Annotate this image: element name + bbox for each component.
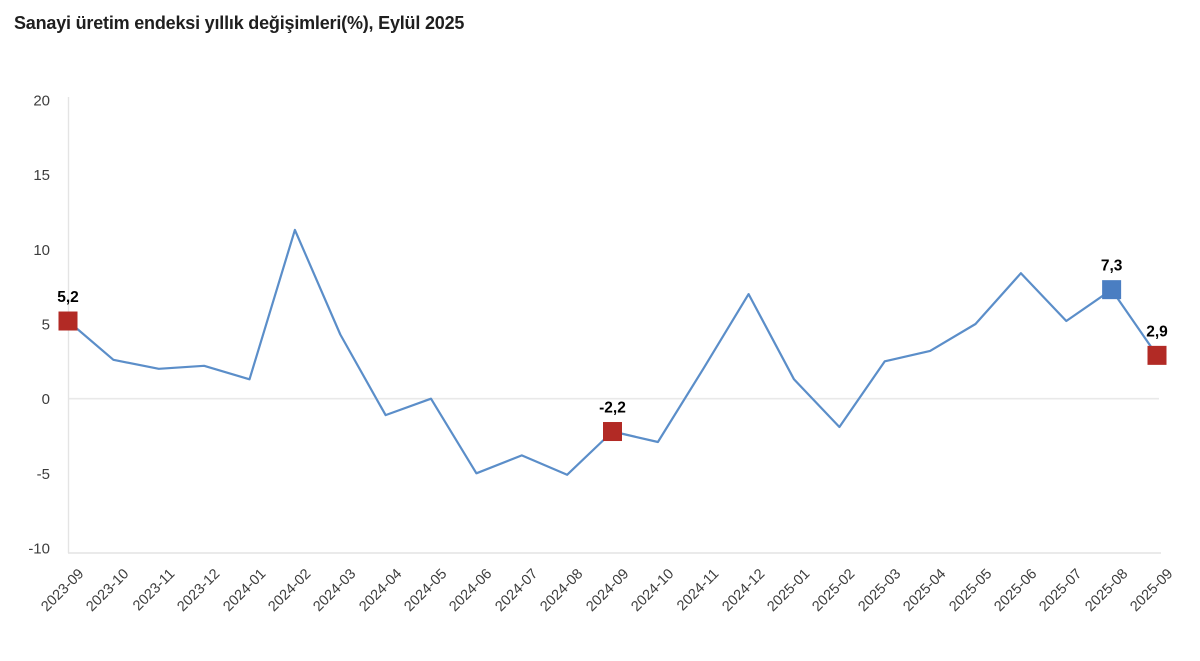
marker-square xyxy=(603,422,622,442)
y-tick-label: 10 xyxy=(33,242,50,259)
y-tick-label: 5 xyxy=(42,317,50,334)
point-label: 2,9 xyxy=(1146,323,1168,340)
y-tick-label: 20 xyxy=(33,93,50,110)
marker-square xyxy=(1147,345,1167,365)
y-tick-label: 15 xyxy=(33,167,50,184)
point-label: -2,2 xyxy=(599,400,626,417)
y-tick-label: 0 xyxy=(42,391,50,408)
y-tick-label: -10 xyxy=(28,541,50,558)
y-tick-label: -5 xyxy=(37,466,50,483)
marker-square xyxy=(58,311,78,331)
point-label: 7,3 xyxy=(1101,258,1123,275)
point-label: 5,2 xyxy=(57,289,79,306)
chart-title: Sanayi üretim endeksi yıllık değişimleri… xyxy=(14,13,465,33)
marker-square xyxy=(1102,280,1122,300)
